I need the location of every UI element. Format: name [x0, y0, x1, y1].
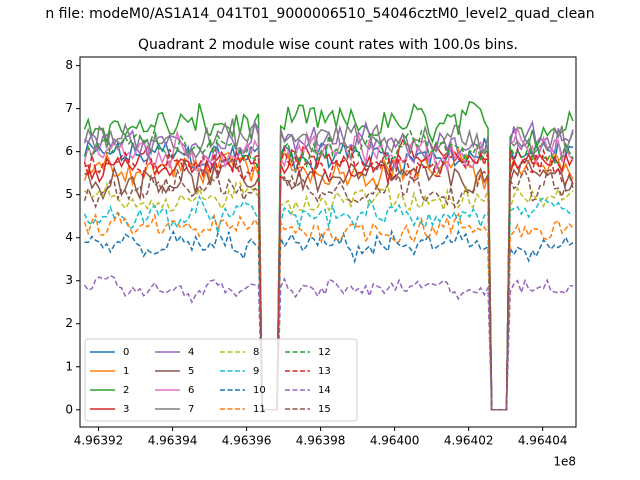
figure-suptitle: n file: modeM0/AS1A14_041T01_9000006510_…	[45, 6, 594, 22]
x-tick-label: 4.96394	[148, 434, 198, 448]
x-offset-label: 1e8	[553, 455, 576, 469]
chart-title: Quadrant 2 module wise count rates with …	[138, 37, 518, 53]
y-tick-label: 8	[65, 58, 73, 72]
x-tick-label: 4.96404	[518, 434, 568, 448]
legend-label-2: 2	[123, 385, 129, 396]
x-tick-label: 4.96396	[222, 434, 272, 448]
y-tick-label: 4	[65, 230, 73, 244]
legend-label-10: 10	[253, 385, 266, 396]
legend-label-3: 3	[123, 404, 129, 415]
legend-label-12: 12	[318, 347, 331, 358]
y-tick-label: 3	[65, 273, 73, 287]
x-tick-label: 4.96402	[444, 434, 494, 448]
series-layer	[83, 101, 574, 411]
y-tick-label: 5	[65, 187, 73, 201]
x-tick-label: 4.96392	[74, 434, 124, 448]
y-tick-label: 0	[65, 402, 73, 416]
y-tick-label: 7	[65, 101, 73, 115]
legend-label-8: 8	[253, 347, 259, 358]
legend-label-9: 9	[253, 366, 259, 377]
legend-box	[84, 338, 358, 422]
legend-label-14: 14	[318, 385, 331, 396]
legend-label-6: 6	[188, 385, 194, 396]
plot-frame	[79, 56, 577, 428]
legend-label-4: 4	[188, 347, 194, 358]
legend-label-11: 11	[253, 404, 266, 415]
legend-label-1: 1	[123, 366, 129, 377]
series-line-15	[83, 169, 574, 411]
legend-label-13: 13	[318, 366, 331, 377]
legend-label-5: 5	[188, 366, 194, 377]
ticks-layer: 4.96392 4.96394 4.96396 4.96398 4.96400 4.964…	[65, 58, 567, 447]
y-tick-label: 6	[65, 144, 73, 158]
y-tick-label: 1	[65, 359, 73, 373]
legend-label-15: 15	[318, 404, 331, 415]
legend-label-0: 0	[123, 347, 129, 358]
y-tick-label: 2	[65, 316, 73, 330]
x-tick-label: 4.96400	[370, 434, 420, 448]
legend-label-7: 7	[188, 404, 194, 415]
x-tick-label: 4.96398	[296, 434, 346, 448]
